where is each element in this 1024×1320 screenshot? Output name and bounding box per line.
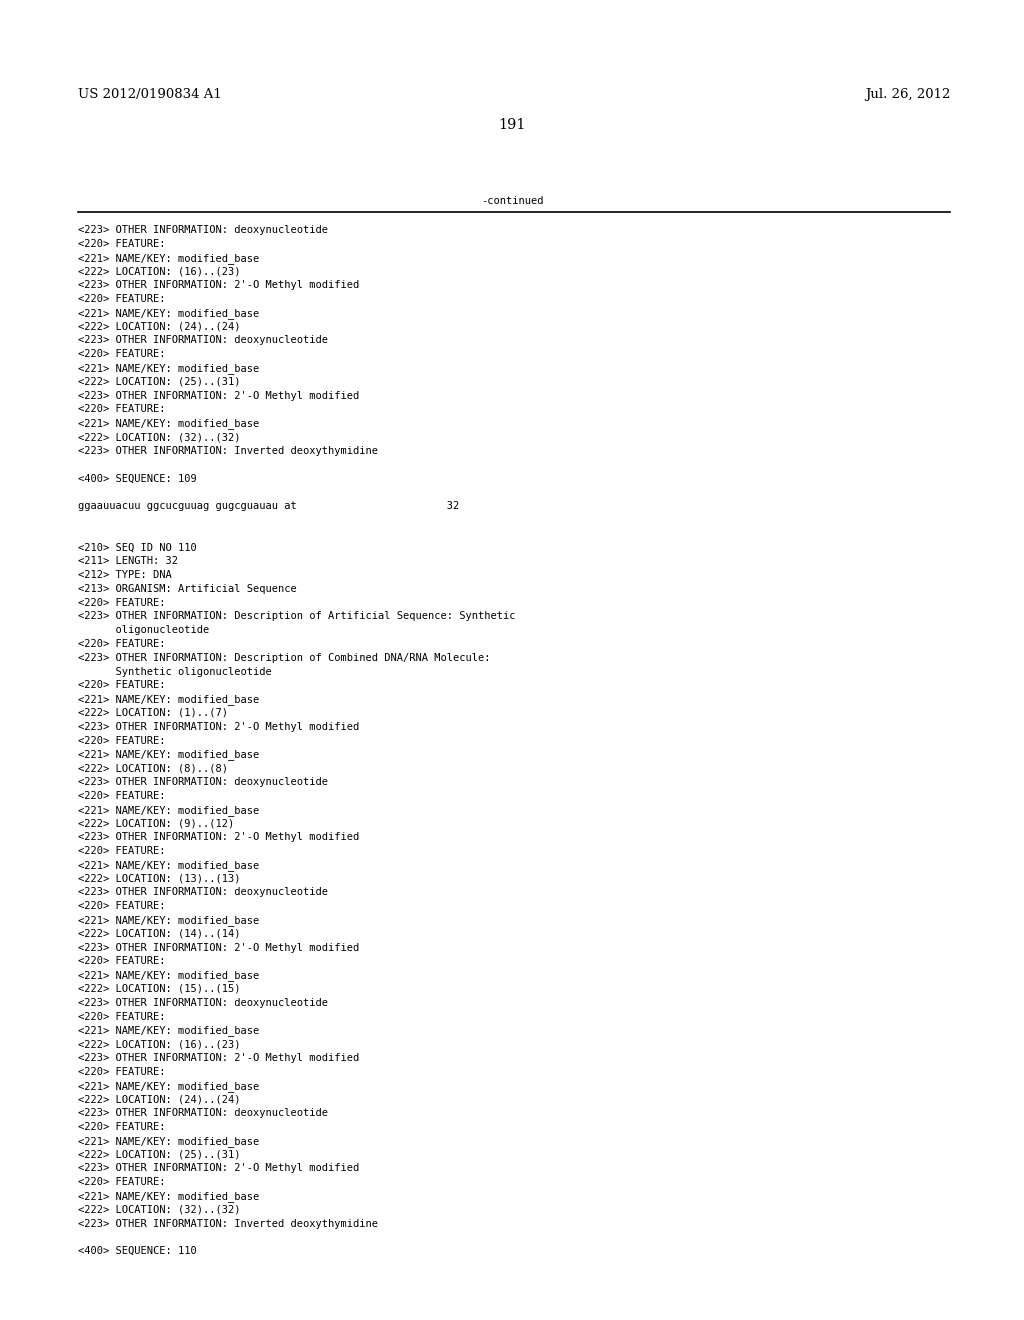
Text: oligonucleotide: oligonucleotide bbox=[78, 626, 209, 635]
Text: <223> OTHER INFORMATION: 2'-O Methyl modified: <223> OTHER INFORMATION: 2'-O Methyl mod… bbox=[78, 1053, 359, 1063]
Text: <223> OTHER INFORMATION: 2'-O Methyl modified: <223> OTHER INFORMATION: 2'-O Methyl mod… bbox=[78, 1163, 359, 1173]
Text: <222> LOCATION: (16)..(23): <222> LOCATION: (16)..(23) bbox=[78, 267, 241, 276]
Text: Jul. 26, 2012: Jul. 26, 2012 bbox=[864, 88, 950, 102]
Text: <223> OTHER INFORMATION: 2'-O Methyl modified: <223> OTHER INFORMATION: 2'-O Methyl mod… bbox=[78, 942, 359, 953]
Text: <221> NAME/KEY: modified_base: <221> NAME/KEY: modified_base bbox=[78, 915, 259, 925]
Text: ggaauuacuu ggcucguuag gugcguauau at                        32: ggaauuacuu ggcucguuag gugcguauau at 32 bbox=[78, 502, 459, 511]
Text: <221> NAME/KEY: modified_base: <221> NAME/KEY: modified_base bbox=[78, 418, 259, 429]
Text: <223> OTHER INFORMATION: 2'-O Methyl modified: <223> OTHER INFORMATION: 2'-O Methyl mod… bbox=[78, 722, 359, 731]
Text: <222> LOCATION: (16)..(23): <222> LOCATION: (16)..(23) bbox=[78, 1039, 241, 1049]
Text: <220> FEATURE:: <220> FEATURE: bbox=[78, 404, 166, 414]
Text: <222> LOCATION: (15)..(15): <222> LOCATION: (15)..(15) bbox=[78, 983, 241, 994]
Text: <220> FEATURE:: <220> FEATURE: bbox=[78, 639, 166, 649]
Text: <222> LOCATION: (32)..(32): <222> LOCATION: (32)..(32) bbox=[78, 1205, 241, 1214]
Text: <223> OTHER INFORMATION: Inverted deoxythymidine: <223> OTHER INFORMATION: Inverted deoxyt… bbox=[78, 1218, 378, 1229]
Text: <220> FEATURE:: <220> FEATURE: bbox=[78, 239, 166, 248]
Text: <221> NAME/KEY: modified_base: <221> NAME/KEY: modified_base bbox=[78, 694, 259, 705]
Text: <220> FEATURE:: <220> FEATURE: bbox=[78, 846, 166, 855]
Text: <223> OTHER INFORMATION: deoxynucleotide: <223> OTHER INFORMATION: deoxynucleotide bbox=[78, 224, 328, 235]
Text: <221> NAME/KEY: modified_base: <221> NAME/KEY: modified_base bbox=[78, 970, 259, 981]
Text: <400> SEQUENCE: 109: <400> SEQUENCE: 109 bbox=[78, 474, 197, 483]
Text: <221> NAME/KEY: modified_base: <221> NAME/KEY: modified_base bbox=[78, 1081, 259, 1092]
Text: <213> ORGANISM: Artificial Sequence: <213> ORGANISM: Artificial Sequence bbox=[78, 583, 297, 594]
Text: <223> OTHER INFORMATION: 2'-O Methyl modified: <223> OTHER INFORMATION: 2'-O Methyl mod… bbox=[78, 280, 359, 290]
Text: <223> OTHER INFORMATION: 2'-O Methyl modified: <223> OTHER INFORMATION: 2'-O Methyl mod… bbox=[78, 391, 359, 400]
Text: <400> SEQUENCE: 110: <400> SEQUENCE: 110 bbox=[78, 1246, 197, 1257]
Text: <223> OTHER INFORMATION: deoxynucleotide: <223> OTHER INFORMATION: deoxynucleotide bbox=[78, 335, 328, 346]
Text: <223> OTHER INFORMATION: Inverted deoxythymidine: <223> OTHER INFORMATION: Inverted deoxyt… bbox=[78, 446, 378, 455]
Text: <222> LOCATION: (24)..(24): <222> LOCATION: (24)..(24) bbox=[78, 1094, 241, 1105]
Text: -continued: -continued bbox=[480, 195, 544, 206]
Text: <221> NAME/KEY: modified_base: <221> NAME/KEY: modified_base bbox=[78, 805, 259, 816]
Text: <221> NAME/KEY: modified_base: <221> NAME/KEY: modified_base bbox=[78, 363, 259, 374]
Text: <222> LOCATION: (32)..(32): <222> LOCATION: (32)..(32) bbox=[78, 432, 241, 442]
Text: <220> FEATURE:: <220> FEATURE: bbox=[78, 1177, 166, 1187]
Text: <211> LENGTH: 32: <211> LENGTH: 32 bbox=[78, 556, 178, 566]
Text: <220> FEATURE:: <220> FEATURE: bbox=[78, 1011, 166, 1022]
Text: <222> LOCATION: (1)..(7): <222> LOCATION: (1)..(7) bbox=[78, 708, 228, 718]
Text: <220> FEATURE:: <220> FEATURE: bbox=[78, 957, 166, 966]
Text: <223> OTHER INFORMATION: Description of Combined DNA/RNA Molecule:: <223> OTHER INFORMATION: Description of … bbox=[78, 653, 490, 663]
Text: 191: 191 bbox=[499, 117, 525, 132]
Text: <221> NAME/KEY: modified_base: <221> NAME/KEY: modified_base bbox=[78, 1026, 259, 1036]
Text: <221> NAME/KEY: modified_base: <221> NAME/KEY: modified_base bbox=[78, 1191, 259, 1203]
Text: <223> OTHER INFORMATION: deoxynucleotide: <223> OTHER INFORMATION: deoxynucleotide bbox=[78, 887, 328, 898]
Text: <221> NAME/KEY: modified_base: <221> NAME/KEY: modified_base bbox=[78, 308, 259, 318]
Text: <220> FEATURE:: <220> FEATURE: bbox=[78, 791, 166, 801]
Text: <222> LOCATION: (9)..(12): <222> LOCATION: (9)..(12) bbox=[78, 818, 234, 829]
Text: <220> FEATURE:: <220> FEATURE: bbox=[78, 1067, 166, 1077]
Text: <210> SEQ ID NO 110: <210> SEQ ID NO 110 bbox=[78, 543, 197, 552]
Text: <220> FEATURE:: <220> FEATURE: bbox=[78, 598, 166, 607]
Text: <222> LOCATION: (14)..(14): <222> LOCATION: (14)..(14) bbox=[78, 929, 241, 939]
Text: <212> TYPE: DNA: <212> TYPE: DNA bbox=[78, 570, 172, 579]
Text: <223> OTHER INFORMATION: 2'-O Methyl modified: <223> OTHER INFORMATION: 2'-O Methyl mod… bbox=[78, 832, 359, 842]
Text: <222> LOCATION: (25)..(31): <222> LOCATION: (25)..(31) bbox=[78, 376, 241, 387]
Text: <222> LOCATION: (13)..(13): <222> LOCATION: (13)..(13) bbox=[78, 874, 241, 883]
Text: <221> NAME/KEY: modified_base: <221> NAME/KEY: modified_base bbox=[78, 252, 259, 264]
Text: <222> LOCATION: (25)..(31): <222> LOCATION: (25)..(31) bbox=[78, 1150, 241, 1159]
Text: <223> OTHER INFORMATION: Description of Artificial Sequence: Synthetic: <223> OTHER INFORMATION: Description of … bbox=[78, 611, 515, 622]
Text: <221> NAME/KEY: modified_base: <221> NAME/KEY: modified_base bbox=[78, 859, 259, 871]
Text: <220> FEATURE:: <220> FEATURE: bbox=[78, 1122, 166, 1133]
Text: <220> FEATURE:: <220> FEATURE: bbox=[78, 350, 166, 359]
Text: Synthetic oligonucleotide: Synthetic oligonucleotide bbox=[78, 667, 271, 677]
Text: <220> FEATURE:: <220> FEATURE: bbox=[78, 680, 166, 690]
Text: <223> OTHER INFORMATION: deoxynucleotide: <223> OTHER INFORMATION: deoxynucleotide bbox=[78, 998, 328, 1007]
Text: <220> FEATURE:: <220> FEATURE: bbox=[78, 735, 166, 746]
Text: <222> LOCATION: (24)..(24): <222> LOCATION: (24)..(24) bbox=[78, 322, 241, 331]
Text: <220> FEATURE:: <220> FEATURE: bbox=[78, 294, 166, 304]
Text: <221> NAME/KEY: modified_base: <221> NAME/KEY: modified_base bbox=[78, 750, 259, 760]
Text: <223> OTHER INFORMATION: deoxynucleotide: <223> OTHER INFORMATION: deoxynucleotide bbox=[78, 1109, 328, 1118]
Text: <222> LOCATION: (8)..(8): <222> LOCATION: (8)..(8) bbox=[78, 763, 228, 774]
Text: <220> FEATURE:: <220> FEATURE: bbox=[78, 902, 166, 911]
Text: <221> NAME/KEY: modified_base: <221> NAME/KEY: modified_base bbox=[78, 1135, 259, 1147]
Text: <223> OTHER INFORMATION: deoxynucleotide: <223> OTHER INFORMATION: deoxynucleotide bbox=[78, 777, 328, 787]
Text: US 2012/0190834 A1: US 2012/0190834 A1 bbox=[78, 88, 222, 102]
